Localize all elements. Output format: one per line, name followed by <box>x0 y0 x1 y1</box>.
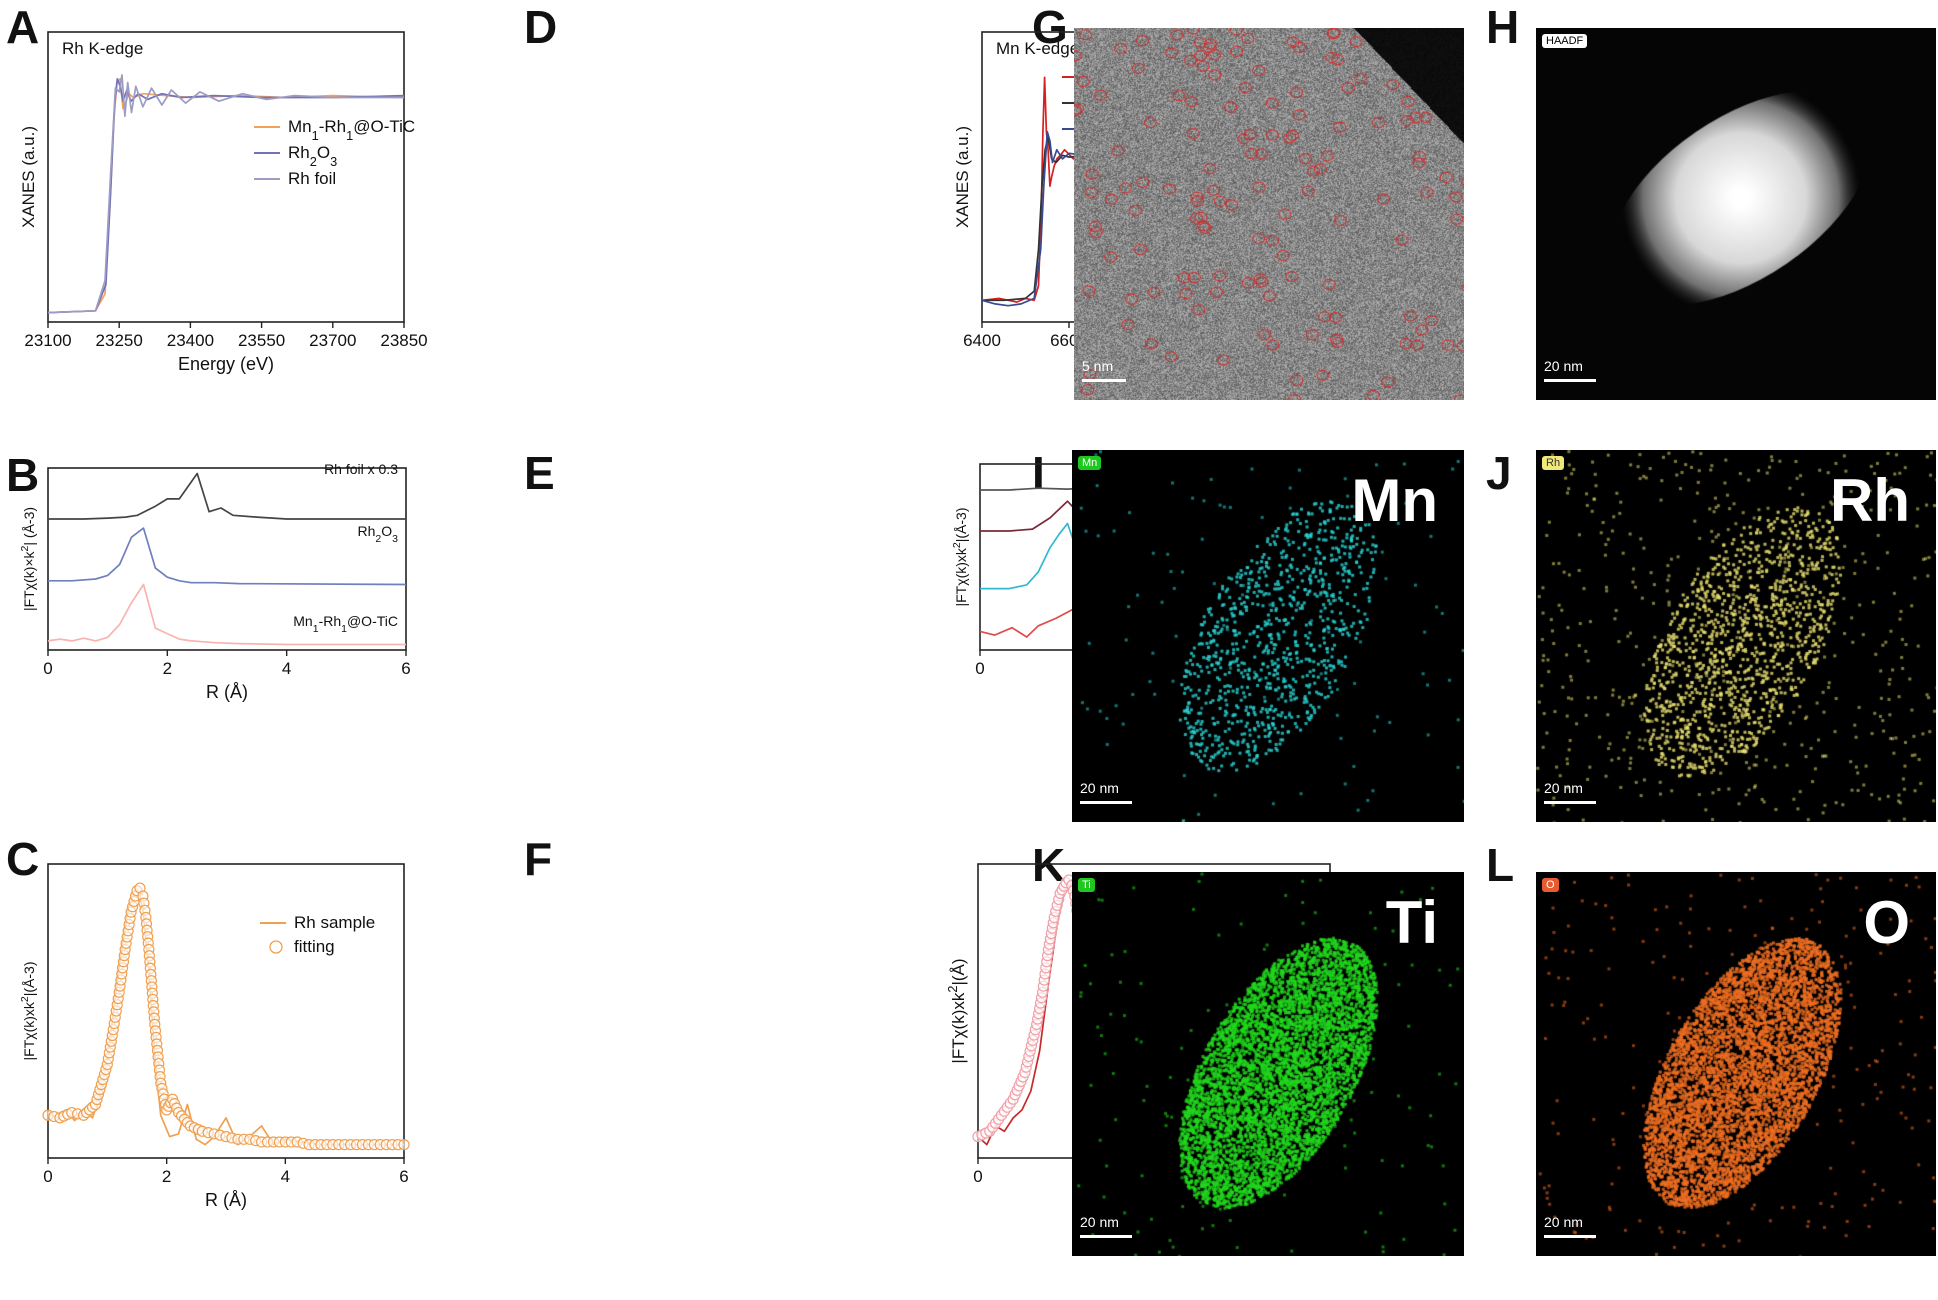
series-line-a-rh-foil <box>47 74 404 314</box>
x-tick-label-b-1: 2 <box>163 659 172 678</box>
stem-image-g: 5 nm <box>1074 28 1464 400</box>
panel-letter-j: J <box>1486 447 1512 499</box>
legend-label-c-fitting: fitting <box>294 937 335 956</box>
badge-ti: Ti <box>1078 878 1095 892</box>
x-axis-title-c: R (Å) <box>205 1190 247 1210</box>
scale-label-l: 20 nm <box>1544 1214 1583 1230</box>
x-tick-label-a-5: 23850 <box>380 331 427 350</box>
element-label-o: O <box>1863 889 1910 956</box>
scale-bar-i <box>1080 801 1132 804</box>
scale-label-i: 20 nm <box>1080 780 1119 796</box>
eds-map-mn: Mn Mn 20 nm <box>1072 450 1464 822</box>
scale-label-h: 20 nm <box>1544 358 1583 374</box>
eds-map-ti-canvas <box>1072 872 1464 1256</box>
scale-label-g: 5 nm <box>1082 358 1114 374</box>
plot-frame-a <box>47 31 405 323</box>
trace-label-b-rh-foil-x-0-3: Rh foil x 0.3 <box>324 461 398 477</box>
element-label-ti: Ti <box>1385 889 1438 956</box>
x-tick-label-c-0: 0 <box>43 1167 52 1186</box>
scale-bar-l <box>1544 1235 1596 1238</box>
scale-label-j: 20 nm <box>1544 780 1583 796</box>
legend-label-a-mn1-rh1-o-tic: Mn1-Rh1@O-TiC <box>288 117 415 143</box>
x-tick-label-b-2: 4 <box>282 659 291 678</box>
eds-map-o-canvas <box>1536 872 1936 1256</box>
series-line-b-rh2o3 <box>48 527 407 586</box>
x-axis-title-b: R (Å) <box>206 682 248 702</box>
y-axis-title-d: XANES (a.u.) <box>953 126 972 228</box>
x-tick-label-a-4: 23700 <box>309 331 356 350</box>
panel-letter-k: K <box>1032 839 1066 891</box>
scale-bar-j <box>1544 801 1596 804</box>
panel-letter-e: E <box>524 447 555 499</box>
trace-label-b-rh2o3: Rh2O3 <box>358 523 399 545</box>
chart-a-rh-xanes: 23100 23250 23400 23550 23700 23850 Energy (eV… <box>19 31 428 374</box>
x-tick-label-c-2: 4 <box>281 1167 290 1186</box>
y-axis-title-f: |FTχ(k)xk2|(Å) <box>945 958 969 1063</box>
scale-bar-h <box>1544 379 1596 382</box>
series-line-a-mn1-rh1-o-tic <box>47 77 405 314</box>
scale-label-k: 20 nm <box>1080 1214 1119 1230</box>
chart-title-a: Rh K-edge <box>62 39 143 58</box>
y-axis-title-a: XANES (a.u.) <box>19 126 38 228</box>
x-tick-label-a-0: 23100 <box>24 331 71 350</box>
series-c-fitting <box>42 882 410 1151</box>
badge-mn: Mn <box>1078 456 1102 470</box>
panel-letter-b: B <box>6 449 40 501</box>
eds-map-rh: Rh Rh 20 nm <box>1536 450 1936 822</box>
element-label-mn: Mn <box>1351 467 1438 534</box>
chart-d-mn-xanes: 64006600680070007200Energy (eV)XANES (a.… <box>953 31 1349 374</box>
plot-frame-b <box>47 467 407 651</box>
panel-letter-a: A <box>6 1 40 53</box>
eds-map-rh-canvas <box>1536 450 1936 822</box>
panel-letter-c: C <box>6 833 40 885</box>
y-axis-title-b: |FTχ(k)×k2| (Å-3) <box>19 507 37 611</box>
legend-label-a-rh-foil: Rh foil <box>288 169 336 188</box>
x-tick-label-b-3: 6 <box>401 659 410 678</box>
x-tick-label-e-0: 0 <box>975 659 984 678</box>
badge-haadf: HAADF <box>1542 34 1588 48</box>
chart-c-rh-fit: 0 2 4 6 R (Å) |FTχ(k)xk2|(Å-3) Rh sample fittin… <box>19 863 410 1210</box>
panel-letter-g: G <box>1032 1 1068 53</box>
haadf-image-h-canvas <box>1536 28 1936 400</box>
series-line-a-rh2o3 <box>47 77 405 314</box>
legend-marker-c-fitting <box>269 940 283 954</box>
plot-frame-c <box>47 863 405 1159</box>
eds-map-ti: Ti Ti 20 nm <box>1072 872 1464 1256</box>
badge-o: O <box>1542 878 1559 892</box>
legend-label-c-rh-sample: Rh sample <box>294 913 375 932</box>
series-line-b-rh-foil-x-0-3 <box>48 472 406 520</box>
x-tick-label-a-2: 23400 <box>167 331 214 350</box>
x-tick-label-f-0: 0 <box>973 1167 982 1186</box>
y-axis-title-c: |FTχ(k)xk2|(Å-3) <box>19 961 37 1060</box>
eds-map-mn-canvas <box>1072 450 1464 822</box>
fit-point-c-131 <box>398 1139 410 1151</box>
x-axis-title-a: Energy (eV) <box>178 354 274 374</box>
element-label-rh: Rh <box>1830 467 1910 534</box>
chart-b-rh-ft-exafs: 0 2 4 6 R (Å) |FTχ(k)×k2| (Å-3) Rh foil x 0.3 R… <box>19 461 411 702</box>
panel-letter-l: L <box>1486 839 1515 891</box>
panel-letter-h: H <box>1486 1 1520 53</box>
trace-label-b-mn1-rh1-o-tic: Mn1-Rh1@O-TiC <box>293 613 398 635</box>
eds-map-o: O O 20 nm <box>1536 872 1936 1256</box>
haadf-image-h: HAADF 20 nm <box>1536 28 1936 400</box>
panel-letter-d: D <box>524 1 558 53</box>
series-line-b-mn1-rh1-o-tic <box>47 583 406 646</box>
x-tick-label-a-3: 23550 <box>238 331 285 350</box>
x-tick-label-a-1: 23250 <box>96 331 143 350</box>
scale-bar-k <box>1080 1235 1132 1238</box>
stem-image-g-canvas <box>1074 28 1464 400</box>
legend-label-a-rh2o3: Rh2O3 <box>288 143 337 169</box>
x-tick-label-c-1: 2 <box>162 1167 171 1186</box>
x-tick-label-d-0: 6400 <box>963 331 1001 350</box>
x-tick-label-b-0: 0 <box>43 659 52 678</box>
badge-rh: Rh <box>1542 456 1565 470</box>
chart-title-d: Mn K-edge <box>996 39 1079 58</box>
y-axis-title-e: |FTχ(k)xk2|(Å-3) <box>951 507 969 606</box>
scale-bar-g <box>1082 379 1126 382</box>
panel-letter-i: I <box>1032 447 1045 499</box>
x-tick-label-c-3: 6 <box>399 1167 408 1186</box>
panel-letter-f: F <box>524 833 553 885</box>
